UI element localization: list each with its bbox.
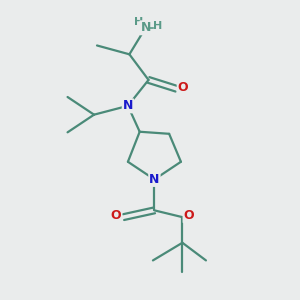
Text: O: O (111, 209, 122, 222)
Text: O: O (178, 81, 188, 94)
Text: H: H (134, 17, 143, 27)
Text: O: O (184, 209, 194, 222)
Text: H: H (153, 21, 162, 31)
Text: N: N (123, 99, 133, 112)
Text: N: N (140, 21, 151, 34)
Text: N: N (149, 173, 160, 186)
